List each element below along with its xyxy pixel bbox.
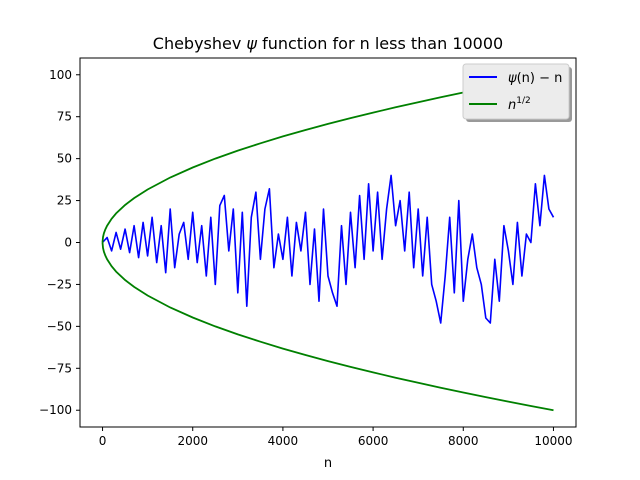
x-tick-label: 6000 [358, 434, 389, 448]
chart-title-suffix: function for n less than 10000 [257, 34, 503, 53]
legend-label-sqrt: n1/2 [508, 96, 531, 113]
y-tick-label: −50 [47, 319, 72, 333]
series-line-sqrt-lower [101, 242, 554, 412]
legend-psi-rest: (n) − n [517, 71, 563, 86]
series-layer [101, 73, 555, 412]
x-tick-label: 0 [99, 434, 107, 448]
y-axis: −100 −75 −50 −25 0 25 50 75 100 [39, 68, 80, 417]
legend-psi-symbol: ψ [508, 71, 517, 86]
x-tick-label: 8000 [448, 434, 479, 448]
y-tick-label: −75 [47, 361, 72, 375]
y-tick-label: 50 [57, 152, 72, 166]
chart-title: Chebyshev ψ function for n less than 100… [153, 34, 503, 53]
x-tick-label: 4000 [268, 434, 299, 448]
x-tick-label: 2000 [177, 434, 208, 448]
x-axis: 0 2000 4000 6000 8000 10000 [99, 427, 573, 448]
y-tick-label: 25 [57, 194, 72, 208]
chart-title-prefix: Chebyshev [153, 34, 247, 53]
x-tick-label: 10000 [534, 434, 572, 448]
series-line-psi-minus-n [101, 174, 555, 324]
y-tick-label: 0 [64, 236, 72, 250]
x-axis-label: n [324, 456, 332, 471]
legend: ψ(n) − n n1/2 [462, 63, 572, 122]
y-tick-label: −100 [39, 403, 72, 417]
y-tick-label: −25 [47, 277, 72, 291]
legend-label-psi: ψ(n) − n [508, 71, 562, 86]
y-tick-label: 100 [49, 68, 72, 82]
y-tick-label: 75 [57, 110, 72, 124]
legend-sqrt-base: n [508, 98, 516, 113]
series-line-sqrt-upper [101, 73, 554, 243]
legend-sqrt-sup: 1/2 [516, 96, 530, 106]
chart-title-symbol: ψ [246, 34, 257, 53]
